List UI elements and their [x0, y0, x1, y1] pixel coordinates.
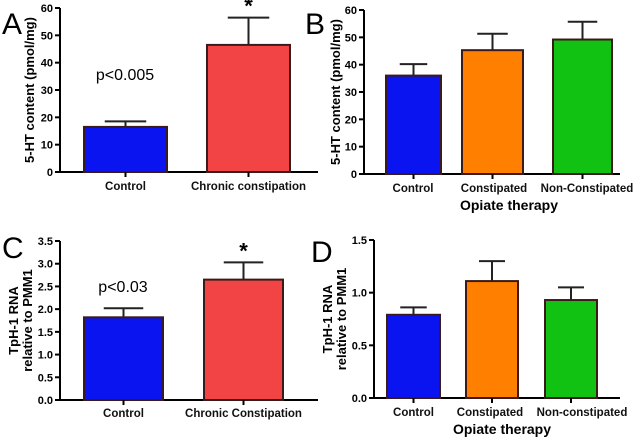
y-tick-label: 3.5: [38, 236, 53, 248]
bar-constipated: [465, 280, 519, 399]
y-tick-label: 2.0: [38, 304, 53, 316]
y-tick-label: 0.0: [352, 393, 367, 405]
x-tick-label: Control: [105, 181, 146, 193]
panel-label: B: [305, 8, 325, 41]
y-tick-label: 40: [345, 60, 357, 72]
y-tick-label: 0.5: [352, 340, 367, 352]
y-axis-label: 5-HT content (pmol/mg): [22, 17, 37, 163]
x-tick-label: Control: [393, 407, 434, 419]
y-tick-label: 20: [345, 114, 357, 126]
y-tick-label: 2.5: [38, 281, 53, 293]
y-tick-label: 1.0: [352, 288, 367, 300]
panel-c: C 0.0 0.5 1.0 1.5 2.0 2.5 3.0 3.5 TpH-1 RNA relati…: [2, 232, 318, 420]
y-tick-label: 60: [41, 3, 53, 15]
bar-non-constipated: [544, 299, 598, 400]
bar-control: [83, 316, 164, 402]
y-tick-label: 20: [41, 112, 53, 124]
y-tick-label: 10: [41, 140, 53, 152]
x-tick-label: Non-Constipated: [541, 183, 634, 195]
y-tick-label: 30: [41, 85, 53, 97]
y-tick-label: 50: [41, 30, 53, 42]
panel-a: A 0 10 20 30 40 50 60 5-HT content (pmol/mg) Cont…: [2, 0, 318, 193]
y-tick-label: 1.5: [352, 235, 367, 247]
y-axis-label: relative to PMM1: [20, 269, 35, 372]
y-axis-label: TpH-1 RNA: [6, 286, 21, 355]
panel-label: C: [2, 232, 24, 265]
bar-control: [385, 74, 442, 175]
x-tick-label: Constipated: [457, 407, 523, 419]
bar-non-constipated: [552, 38, 613, 175]
x-tick-label: Non-constipated: [537, 407, 628, 419]
y-tick-label: 30: [345, 87, 357, 99]
bar-chronic-constipation: [206, 43, 291, 173]
bar-control: [83, 125, 168, 173]
panel-label: A: [2, 8, 22, 41]
y-tick-label: 60: [345, 5, 357, 17]
y-tick-label: 1.5: [38, 327, 53, 339]
y-tick-label: 0: [351, 169, 357, 181]
y-tick-label: 3.0: [38, 259, 53, 271]
x-tick-label: Control: [393, 183, 434, 195]
x-axis-label: Opiate therapy: [460, 197, 558, 213]
significance-star: *: [239, 238, 248, 263]
x-tick-label: Control: [103, 408, 144, 420]
y-tick-label: 10: [345, 142, 357, 154]
y-axis-label: TpH-1 RNA: [320, 284, 335, 353]
y-tick-label: 1.0: [38, 350, 53, 362]
p-value-annotation: p<0.005: [96, 67, 154, 84]
significance-star: *: [244, 0, 253, 19]
bar-chronic-constipation: [203, 278, 284, 401]
x-tick-label: Chronic Constipation: [185, 408, 302, 420]
x-tick-label: Constipated: [461, 183, 527, 195]
p-value-annotation: p<0.03: [98, 279, 147, 296]
panel-label: D: [311, 236, 333, 269]
y-tick-label: 50: [345, 32, 357, 44]
y-axis-label: 5-HT content (pmol/mg): [328, 19, 343, 165]
y-axis-label: relative to PMM1: [334, 268, 349, 371]
x-axis-label: Opiate therapy: [453, 421, 551, 437]
bar-control: [386, 313, 441, 399]
y-tick-label: 0.0: [38, 395, 53, 407]
y-tick-label: 40: [41, 58, 53, 70]
panel-b: B 0 10 20 30 40 50 605-HT content (pmol/mg) Cont…: [305, 5, 633, 213]
y-tick-label: 0: [47, 167, 53, 179]
x-tick-label: Chronic constipation: [191, 181, 306, 193]
panel-d: D 0.0 0.5 1.0 1.5 TpH-1 RNA relative to PMM1 Co…: [311, 235, 627, 437]
y-tick-label: 0.5: [38, 372, 53, 384]
bar-constipated: [461, 49, 524, 175]
